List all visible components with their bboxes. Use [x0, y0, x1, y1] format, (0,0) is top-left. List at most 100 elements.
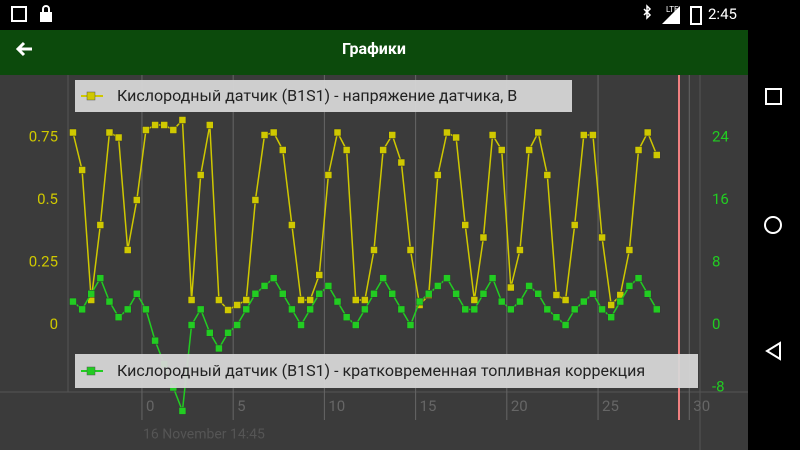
recents-button[interactable]	[765, 88, 782, 105]
legend-marker	[86, 366, 96, 376]
point-marker	[215, 344, 223, 353]
point-marker	[470, 296, 479, 304]
point-marker	[196, 305, 205, 314]
point-marker	[69, 128, 77, 137]
point-marker	[561, 321, 570, 329]
x-tick-label: 25	[602, 397, 619, 415]
status-bar	[0, 0, 800, 30]
home-button[interactable]	[764, 216, 782, 234]
point-marker	[643, 128, 652, 137]
point-marker	[187, 321, 196, 329]
point-marker	[616, 297, 625, 306]
point-marker	[251, 196, 260, 204]
point-marker	[643, 290, 652, 298]
legend-box	[75, 80, 572, 112]
point-marker	[543, 305, 552, 314]
point-marker	[297, 321, 305, 329]
point-marker	[361, 296, 369, 304]
point-marker	[598, 233, 606, 242]
point-marker	[589, 131, 597, 139]
point-marker	[361, 305, 369, 314]
y-tick-label: 0	[50, 315, 58, 333]
point-marker	[260, 131, 269, 139]
point-marker	[497, 146, 506, 154]
point-marker	[242, 305, 251, 314]
point-marker	[452, 290, 460, 298]
point-marker	[96, 221, 105, 229]
point-marker	[178, 116, 187, 124]
x-tick-label: 15	[420, 397, 437, 415]
point-marker	[306, 296, 314, 304]
point-marker	[461, 221, 469, 229]
legend-label: Кислородный датчик (B1S1) - напряжение д…	[117, 86, 517, 105]
point-marker	[507, 305, 515, 314]
point-marker	[570, 305, 579, 314]
point-marker	[279, 290, 287, 298]
point-marker	[306, 305, 314, 314]
y2-tick-label: -8	[712, 377, 725, 395]
point-marker	[96, 274, 105, 282]
y2-tick-label: 0	[712, 315, 720, 333]
point-marker	[242, 296, 251, 304]
point-marker	[324, 171, 333, 179]
point-marker	[406, 246, 415, 254]
point-marker	[114, 313, 123, 321]
point-marker	[269, 128, 278, 137]
point-marker	[206, 121, 214, 129]
point-marker	[625, 246, 634, 254]
lock-shackle	[42, 5, 50, 12]
point-marker	[580, 297, 588, 306]
point-marker	[342, 146, 351, 154]
point-marker	[114, 133, 123, 142]
y2-tick-label: 24	[712, 127, 729, 145]
point-marker	[406, 321, 415, 329]
point-marker	[479, 233, 488, 242]
point-marker	[260, 282, 269, 290]
x-tick-label: 5	[237, 397, 245, 415]
point-marker	[333, 297, 342, 306]
point-marker	[105, 128, 114, 137]
legend-marker	[86, 91, 96, 101]
point-marker	[653, 151, 661, 159]
point-marker	[443, 128, 451, 137]
point-marker	[78, 166, 86, 174]
point-marker	[169, 126, 178, 134]
point-marker	[388, 131, 396, 139]
point-marker	[142, 126, 150, 134]
point-marker	[123, 305, 132, 314]
point-marker	[488, 274, 497, 282]
point-marker	[525, 146, 533, 154]
point-marker	[552, 291, 561, 299]
point-marker	[233, 321, 241, 329]
point-marker	[488, 131, 497, 139]
point-marker	[315, 290, 324, 298]
point-marker	[388, 290, 396, 298]
back-button[interactable]	[15, 41, 32, 57]
point-marker	[534, 290, 542, 298]
app-title: Графики	[342, 39, 406, 58]
point-marker	[415, 297, 424, 306]
x-tick-label: 10	[328, 397, 345, 415]
point-marker	[78, 305, 86, 314]
point-marker	[607, 313, 615, 321]
point-marker	[178, 407, 187, 415]
battery-icon	[690, 6, 702, 25]
point-marker	[69, 297, 77, 306]
point-marker	[589, 290, 597, 298]
point-marker	[397, 305, 406, 314]
x-tick-label: 30	[693, 397, 710, 415]
point-marker	[233, 301, 241, 309]
point-marker	[288, 221, 296, 229]
gallery-icon	[11, 6, 27, 22]
point-marker	[634, 146, 643, 154]
point-marker	[151, 336, 159, 345]
y2-tick-label: 8	[712, 252, 720, 270]
y2-tick-label: 16	[712, 190, 729, 208]
point-marker	[634, 274, 643, 282]
back-nav-button[interactable]	[765, 341, 781, 361]
x-tick-label: 0	[146, 397, 154, 415]
y-tick-label: 0.25	[29, 252, 58, 270]
legend-box	[75, 354, 698, 388]
point-marker	[224, 329, 232, 337]
point-marker	[507, 283, 515, 292]
